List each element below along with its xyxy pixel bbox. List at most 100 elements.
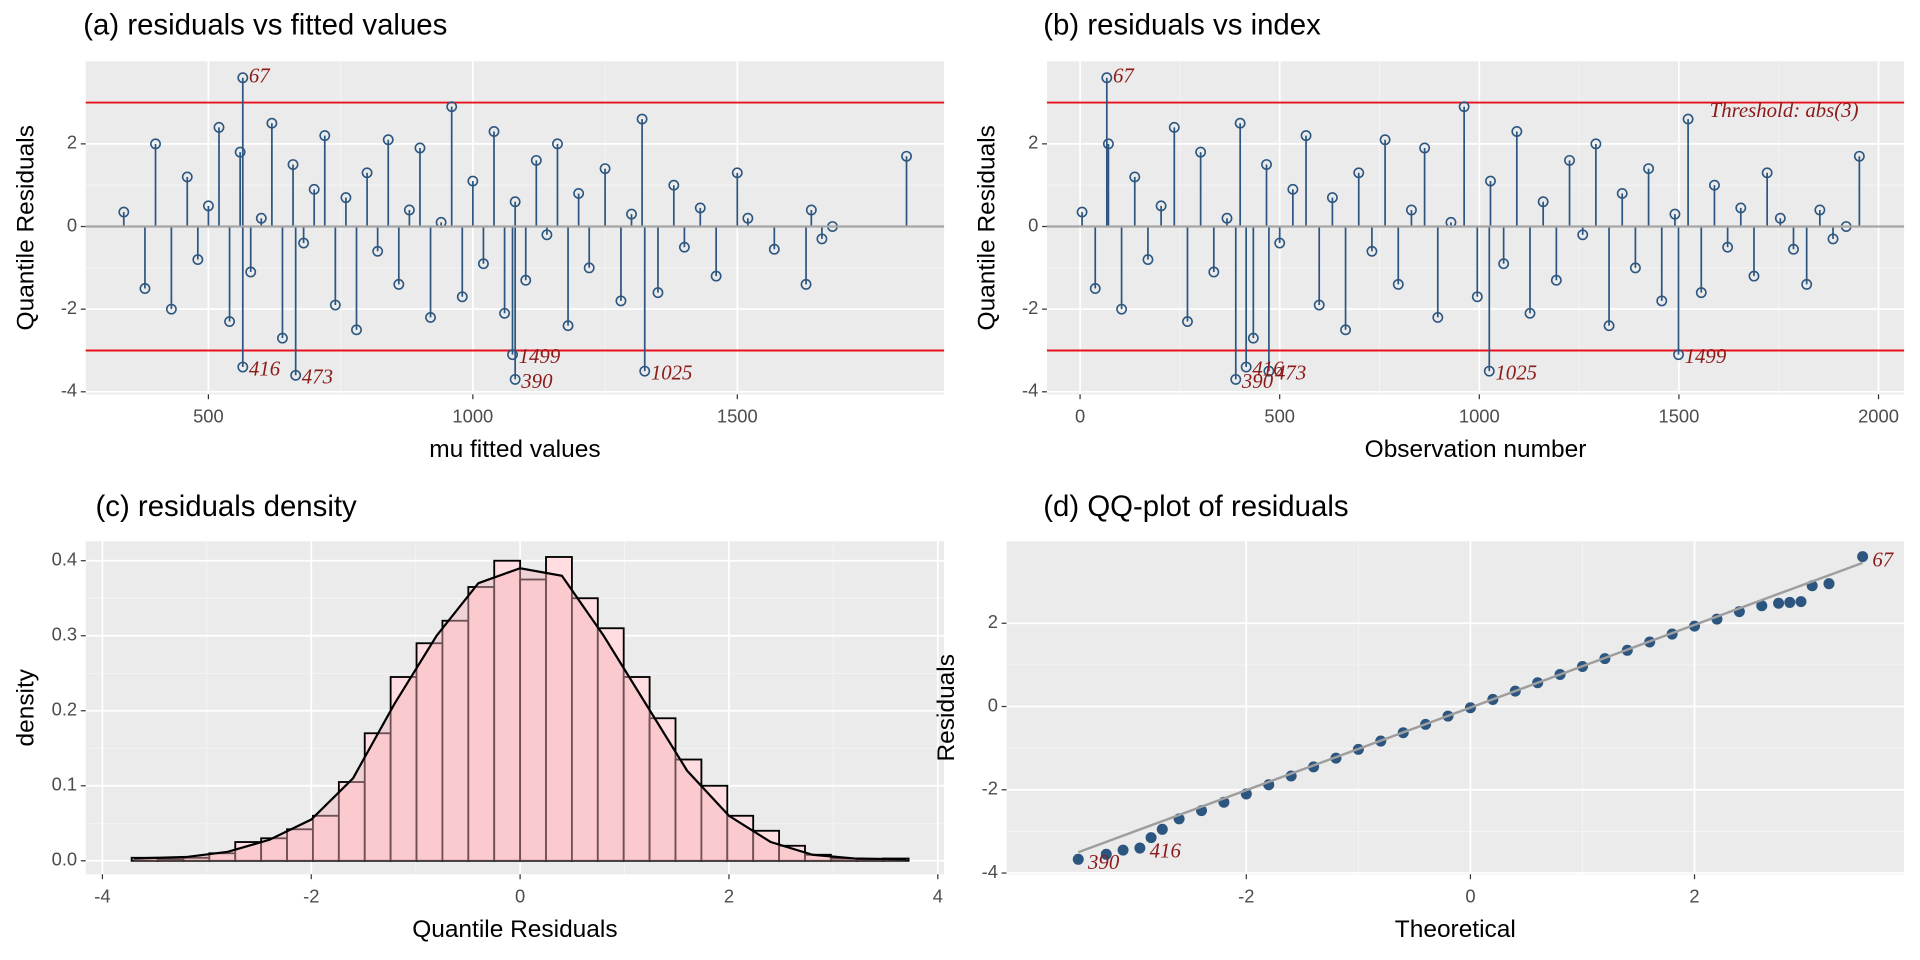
point — [446, 101, 458, 113]
point — [694, 202, 706, 214]
point — [530, 154, 542, 166]
point — [1287, 183, 1299, 195]
point — [1814, 204, 1826, 216]
outlier-label: 390 — [1241, 369, 1274, 393]
point — [456, 291, 468, 303]
point — [678, 241, 690, 253]
point — [1102, 138, 1114, 150]
point — [488, 126, 500, 137]
point — [1195, 146, 1207, 158]
point — [319, 130, 331, 142]
point — [615, 295, 627, 307]
outlier-label: 473 — [302, 365, 333, 389]
panel-background — [1046, 61, 1905, 395]
x-tick-label: 2 — [1689, 885, 1699, 906]
point — [1616, 188, 1628, 199]
point — [901, 150, 912, 162]
x-tick-label: 0 — [1075, 405, 1085, 426]
point — [1673, 349, 1684, 361]
x-tick-label: 0 — [1465, 885, 1475, 906]
point — [520, 274, 532, 286]
histogram-bar — [648, 717, 677, 862]
histogram-bar — [752, 829, 781, 862]
point — [1485, 175, 1496, 187]
point — [277, 332, 288, 344]
point — [414, 142, 426, 154]
x-tick-label: 0 — [515, 885, 525, 906]
point — [1134, 842, 1146, 854]
y-tick-label: -2 — [1022, 297, 1038, 318]
point — [1857, 551, 1869, 563]
point — [1366, 245, 1378, 257]
outlier-label: 1025 — [1495, 361, 1537, 385]
point — [1695, 287, 1707, 299]
point — [192, 254, 204, 266]
outlier-label: 1499 — [1685, 344, 1727, 368]
point — [1603, 320, 1615, 332]
point — [139, 283, 151, 294]
panel-title: (a) residuals vs fitted values — [83, 9, 447, 42]
y-tick-label: 0 — [1028, 214, 1038, 235]
x-axis-title: Quantile Residuals — [412, 916, 617, 943]
point — [1577, 229, 1589, 241]
point — [245, 266, 257, 278]
point — [1773, 597, 1785, 609]
point — [1756, 600, 1768, 612]
y-tick-label: 2 — [1028, 132, 1038, 153]
point — [213, 121, 225, 133]
point — [1100, 848, 1112, 860]
point — [1669, 208, 1681, 220]
point — [202, 200, 214, 212]
histogram-bar — [596, 627, 625, 862]
point — [1656, 295, 1668, 307]
point — [1392, 278, 1404, 290]
point — [372, 245, 384, 257]
point — [1823, 578, 1835, 590]
point — [805, 204, 817, 216]
outlier-label: 416 — [249, 356, 281, 380]
point — [1326, 192, 1338, 204]
point — [1221, 212, 1233, 224]
histogram-bar — [674, 758, 703, 862]
density-line — [133, 567, 907, 861]
point — [1274, 237, 1286, 249]
y-tick-label: -2 — [61, 297, 77, 318]
x-tick-label: 4 — [933, 885, 943, 906]
point — [361, 167, 373, 179]
outlier-label: 416 — [1150, 839, 1182, 863]
point — [583, 262, 595, 274]
y-tick-label: 2 — [988, 611, 998, 632]
point — [742, 212, 754, 224]
point — [329, 299, 341, 311]
point — [1827, 233, 1839, 245]
x-tick-label: 1000 — [452, 405, 493, 426]
point — [234, 146, 246, 158]
point — [1419, 142, 1431, 154]
point — [1263, 365, 1275, 377]
panel-title: (d) QQ-plot of residuals — [1043, 490, 1348, 523]
y-tick-label: 0.0 — [52, 849, 78, 870]
point — [499, 307, 511, 319]
point — [599, 163, 611, 175]
panel-background — [1006, 541, 1905, 875]
point — [1182, 316, 1193, 328]
histogram-bar — [467, 586, 496, 862]
histogram-bar — [519, 578, 547, 862]
histogram-bar — [337, 781, 366, 862]
x-tick-label: -4 — [94, 885, 110, 906]
density-area — [133, 568, 907, 861]
point — [1240, 361, 1252, 373]
point — [1300, 130, 1312, 142]
point — [1735, 202, 1747, 214]
point — [639, 365, 651, 377]
point — [1340, 324, 1352, 336]
point — [1564, 154, 1575, 166]
point — [562, 320, 574, 332]
outlier-label: 1499 — [519, 344, 561, 368]
point — [668, 179, 680, 191]
point — [652, 287, 664, 299]
outlier-label: 390 — [520, 369, 553, 393]
point — [1784, 596, 1796, 608]
